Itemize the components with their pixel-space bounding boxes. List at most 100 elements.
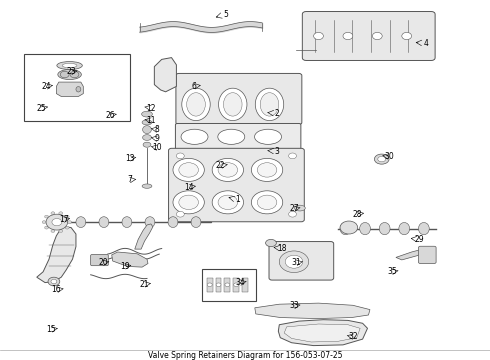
Ellipse shape [255, 88, 284, 121]
Ellipse shape [294, 205, 305, 211]
Circle shape [225, 283, 230, 287]
Text: 35: 35 [387, 267, 397, 276]
Circle shape [212, 158, 244, 181]
Ellipse shape [379, 222, 390, 235]
FancyBboxPatch shape [176, 73, 302, 125]
Circle shape [51, 279, 57, 284]
FancyBboxPatch shape [302, 12, 435, 60]
Circle shape [59, 212, 63, 215]
Circle shape [234, 283, 239, 287]
FancyBboxPatch shape [418, 246, 436, 264]
Polygon shape [284, 324, 360, 342]
Text: 5: 5 [223, 10, 228, 19]
Text: 17: 17 [59, 215, 69, 224]
Text: 2: 2 [274, 109, 279, 118]
Circle shape [212, 191, 244, 214]
Ellipse shape [60, 71, 69, 78]
Circle shape [176, 211, 184, 217]
Text: 11: 11 [146, 116, 156, 125]
Circle shape [45, 215, 49, 218]
Bar [242, 278, 248, 292]
Polygon shape [135, 224, 153, 249]
Circle shape [68, 221, 72, 224]
Circle shape [257, 163, 277, 177]
Text: 7: 7 [127, 175, 132, 184]
Text: 3: 3 [274, 147, 279, 156]
Ellipse shape [142, 111, 152, 117]
Circle shape [251, 158, 283, 181]
Circle shape [46, 214, 68, 230]
FancyBboxPatch shape [269, 242, 334, 280]
Bar [202, 269, 256, 301]
Ellipse shape [219, 88, 247, 121]
Bar [24, 54, 130, 121]
Text: 4: 4 [424, 39, 429, 48]
Ellipse shape [218, 129, 245, 144]
Circle shape [42, 221, 46, 224]
Text: 28: 28 [353, 210, 363, 219]
Ellipse shape [145, 217, 155, 228]
Circle shape [59, 230, 63, 233]
Text: 34: 34 [235, 278, 245, 287]
Bar [224, 278, 230, 292]
Text: 13: 13 [125, 154, 135, 163]
Ellipse shape [57, 62, 82, 69]
Circle shape [48, 277, 60, 286]
Ellipse shape [182, 88, 210, 121]
Text: 12: 12 [146, 104, 156, 112]
Polygon shape [154, 58, 176, 92]
Text: 16: 16 [51, 285, 61, 294]
Bar [207, 278, 213, 292]
Circle shape [179, 163, 198, 177]
Text: 21: 21 [140, 280, 149, 289]
Ellipse shape [260, 93, 279, 116]
Ellipse shape [143, 142, 151, 147]
Ellipse shape [143, 135, 151, 140]
Ellipse shape [99, 217, 109, 228]
Circle shape [173, 158, 204, 181]
Ellipse shape [181, 129, 208, 144]
Circle shape [340, 221, 358, 234]
Text: 31: 31 [292, 258, 301, 267]
Text: 22: 22 [216, 161, 225, 170]
Circle shape [218, 195, 238, 210]
Circle shape [251, 191, 283, 214]
Ellipse shape [399, 222, 410, 235]
Circle shape [179, 195, 198, 210]
FancyBboxPatch shape [91, 255, 108, 266]
Ellipse shape [122, 217, 132, 228]
Polygon shape [112, 252, 148, 267]
Circle shape [289, 153, 296, 159]
Polygon shape [56, 82, 83, 96]
Text: Valve Spring Retainers Diagram for 156-053-07-25: Valve Spring Retainers Diagram for 156-0… [148, 351, 342, 360]
Text: 20: 20 [98, 258, 108, 267]
Ellipse shape [374, 154, 389, 164]
Text: 14: 14 [184, 183, 194, 192]
Text: 18: 18 [277, 244, 287, 253]
Bar [233, 278, 239, 292]
Circle shape [51, 212, 55, 215]
Text: 29: 29 [414, 235, 424, 244]
Ellipse shape [53, 217, 63, 228]
Ellipse shape [142, 120, 152, 125]
Circle shape [372, 32, 382, 40]
Circle shape [65, 226, 69, 229]
Circle shape [216, 283, 221, 287]
Circle shape [51, 230, 55, 233]
Circle shape [289, 211, 296, 217]
Circle shape [343, 32, 353, 40]
Circle shape [257, 195, 277, 210]
Ellipse shape [76, 217, 86, 228]
Ellipse shape [340, 222, 351, 235]
Polygon shape [255, 303, 370, 319]
Text: 27: 27 [289, 204, 299, 213]
Text: 19: 19 [120, 262, 130, 271]
Ellipse shape [266, 239, 276, 247]
Polygon shape [278, 320, 368, 346]
Circle shape [173, 191, 204, 214]
Text: 25: 25 [37, 104, 47, 112]
Ellipse shape [223, 93, 242, 116]
Text: 32: 32 [348, 332, 358, 341]
Ellipse shape [191, 217, 201, 228]
Text: 24: 24 [42, 82, 51, 91]
